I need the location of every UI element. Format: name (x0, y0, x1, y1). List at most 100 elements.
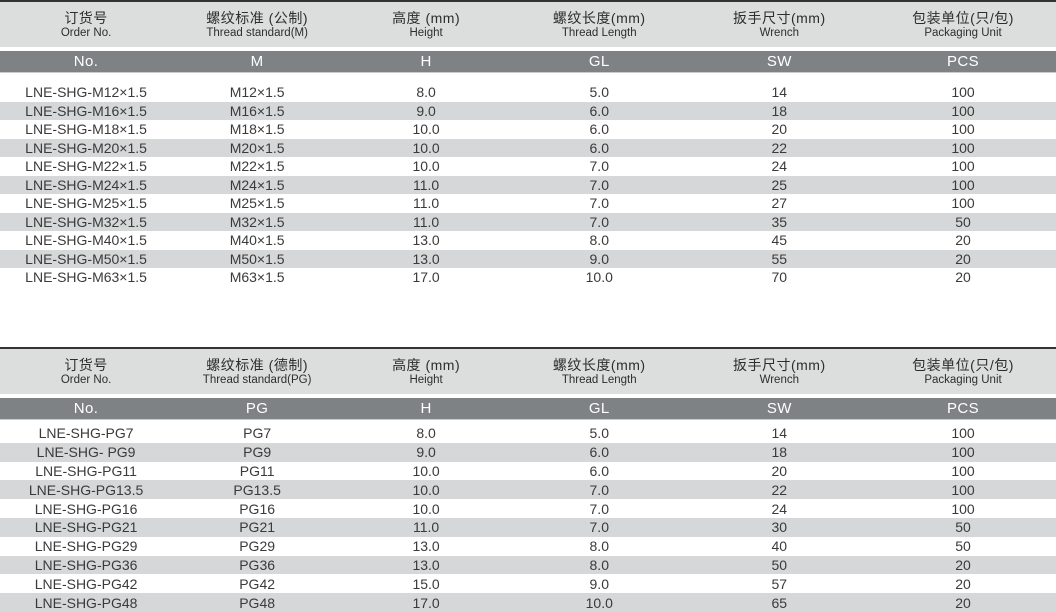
table-cell: 50 (955, 213, 971, 230)
table-cell: 9.0 (589, 575, 609, 592)
table-cell: PG9 (243, 444, 272, 461)
column-label-cn: 订货号 (64, 356, 108, 373)
table-cell: PG13.5 (233, 481, 281, 498)
column-code-sw: SW (766, 53, 792, 70)
table-cell: 8.0 (416, 84, 436, 101)
table-cell: 17.0 (412, 594, 440, 611)
column-header-pcs: 包装单位(只/包) Packaging Unit (870, 10, 1056, 40)
table-cell: PG42 (239, 575, 276, 592)
table-cell: 50 (955, 519, 971, 536)
table-cell: 50 (955, 538, 971, 555)
header-row: 订货号 Order No. 螺纹标准 (公制) Thread standard(M) 高… (0, 2, 1056, 47)
column-header-pcs: 包装单位(只/包) Packaging Unit (870, 357, 1056, 387)
table-cell: 7.0 (589, 195, 609, 212)
table-cell: 6.0 (589, 139, 609, 156)
table-cell: 100 (951, 121, 975, 138)
table-row: LNE-SHG-PG16 PG16 10.0 7.0 24 100 (0, 499, 1056, 518)
column-code-no: No. (73, 400, 99, 417)
column-label-en: Thread standard(PG) (202, 373, 312, 386)
table-cell: LNE-SHG-M24×1.5 (25, 176, 147, 193)
table-cell: LNE-SHG-PG16 (34, 500, 138, 517)
table-cell: 13.0 (412, 556, 440, 573)
table-cell: 6.0 (589, 121, 609, 138)
table-cell: LNE-SHG-M25×1.5 (25, 195, 147, 212)
column-header-h: 高度 (mm) Height (342, 10, 510, 40)
table-cell: 100 (951, 462, 975, 479)
table-row: LNE-SHG-M12×1.5 M12×1.5 8.0 5.0 14 100 (0, 83, 1056, 102)
table-cell: 9.0 (416, 444, 436, 461)
column-label-cn: 螺纹标准 (德制) (206, 356, 308, 373)
table-row: LNE-SHG- PG9 PG9 9.0 6.0 18 100 (0, 442, 1056, 462)
table-row: LNE-SHG-M63×1.5 M63×1.5 17.0 10.0 70 20 (0, 268, 1056, 287)
table-row: LNE-SHG-PG42 PG42 15.0 9.0 57 20 (0, 574, 1056, 593)
table-cell: 100 (951, 176, 975, 193)
column-header-sw: 扳手尺寸(mm) Wrench (688, 357, 870, 387)
table-cell: 7.0 (589, 481, 609, 498)
table-cell: 40 (771, 538, 788, 555)
table-cell: 100 (951, 139, 975, 156)
table-cell: M63×1.5 (229, 269, 285, 286)
table-cell: 8.0 (589, 232, 609, 249)
table-cell: M32×1.5 (229, 213, 285, 230)
table-cell: LNE-SHG-M63×1.5 (25, 269, 147, 286)
column-label-cn: 包装单位(只/包) (912, 9, 1014, 26)
table-cell: 15.0 (412, 575, 440, 592)
table-cell: 7.0 (589, 519, 609, 536)
table-cell: 50 (771, 556, 788, 573)
table-cell: 5.0 (589, 425, 609, 442)
table-cell: PG16 (239, 500, 276, 517)
table-cell: 22 (771, 139, 788, 156)
table-cell: 7.0 (589, 158, 609, 175)
table-cell: 11.0 (412, 519, 440, 536)
table-cell: LNE-SHG-M32×1.5 (25, 213, 147, 230)
table-cell: M24×1.5 (229, 176, 285, 193)
table-cell: 5.0 (589, 84, 609, 101)
column-label-en: Thread Length (561, 373, 637, 386)
table-cell: 8.0 (589, 556, 609, 573)
table-cell: PG21 (239, 519, 276, 536)
column-label-en: Wrench (759, 373, 799, 386)
table-cell: LNE-SHG-PG7 (38, 425, 134, 442)
table-row: LNE-SHG-PG36 PG36 13.0 8.0 50 20 (0, 555, 1056, 575)
column-label-cn: 扳手尺寸(mm) (732, 356, 826, 373)
table-cell: 10.0 (412, 481, 440, 498)
table-cell: 13.0 (412, 538, 440, 555)
column-label-en: Height (409, 373, 443, 386)
table-cell: LNE-SHG-PG13.5 (28, 481, 144, 498)
table-row: LNE-SHG-M24×1.5 M24×1.5 11.0 7.0 25 100 (0, 175, 1056, 194)
table-cell: 10.0 (585, 269, 613, 286)
code-header-row: No. M H GL SW PCS (0, 51, 1056, 73)
table-cell: M12×1.5 (229, 84, 285, 101)
table-cell: 13.0 (412, 232, 440, 249)
table-cell: 20 (955, 269, 971, 286)
column-code-h: H (420, 400, 432, 417)
column-label-cn: 扳手尺寸(mm) (732, 9, 826, 26)
table-cell: LNE-SHG-PG11 (35, 462, 137, 479)
table-cell: 100 (951, 84, 975, 101)
header-divider (0, 394, 1056, 398)
column-code-gl: GL (588, 53, 610, 70)
header-row: 订货号 Order No. 螺纹标准 (德制) Thread standard(PG)… (0, 349, 1056, 394)
column-header-sw: 扳手尺寸(mm) Wrench (688, 10, 870, 40)
table-row: LNE-SHG-M25×1.5 M25×1.5 11.0 7.0 27 100 (0, 194, 1056, 213)
table-cell: LNE-SHG- PG9 (36, 444, 136, 461)
table-row: LNE-SHG-M32×1.5 M32×1.5 11.0 7.0 35 50 (0, 212, 1056, 231)
table-cell: LNE-SHG-M40×1.5 (25, 232, 147, 249)
column-header-no: 订货号 Order No. (0, 10, 172, 40)
table-cell: 100 (951, 481, 975, 498)
table-cell: 11.0 (412, 195, 440, 212)
table-cell: PG48 (239, 594, 276, 611)
table-cell: 6.0 (589, 462, 609, 479)
table-cell: 27 (771, 195, 788, 212)
table-row: LNE-SHG-PG7 PG7 8.0 5.0 14 100 (0, 424, 1056, 443)
table-row: LNE-SHG-M50×1.5 M50×1.5 13.0 9.0 55 20 (0, 249, 1056, 268)
table-cell: 10.0 (412, 158, 440, 175)
column-label-en: Order No. (60, 26, 112, 39)
column-label-cn: 高度 (mm) (392, 9, 461, 26)
table-cell: 100 (951, 195, 975, 212)
table-cell: 35 (771, 213, 788, 230)
table-cell: 13.0 (412, 250, 440, 267)
table-cell: 24 (771, 158, 788, 175)
table-row: LNE-SHG-M18×1.5 M18×1.5 10.0 6.0 20 100 (0, 120, 1056, 139)
table-cell: M20×1.5 (229, 139, 285, 156)
